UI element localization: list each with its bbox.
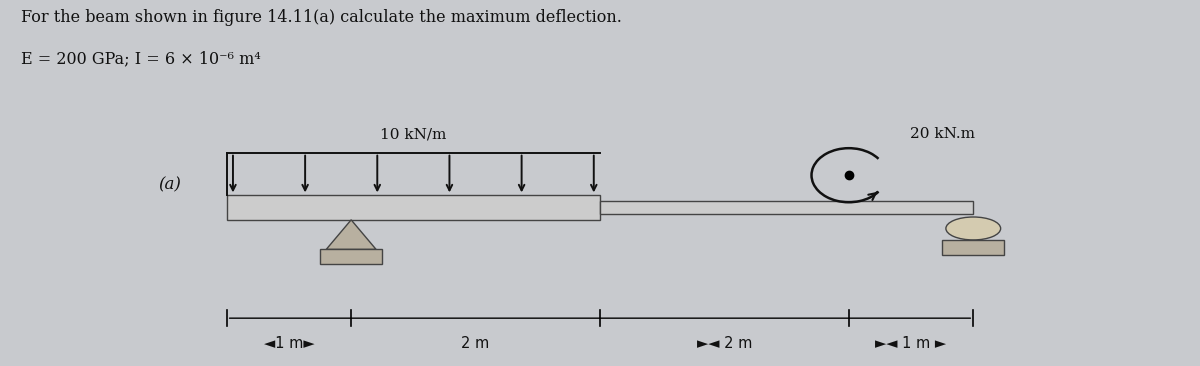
Text: ◄1 m►: ◄1 m► [264, 336, 314, 351]
Text: (a): (a) [158, 176, 181, 193]
Bar [600, 201, 973, 214]
Ellipse shape [946, 217, 1001, 240]
Text: 2 m: 2 m [462, 336, 490, 351]
Polygon shape [326, 220, 376, 249]
Bar [227, 195, 600, 220]
Text: E = 200 GPa; I = 6 × 10⁻⁶ m⁴: E = 200 GPa; I = 6 × 10⁻⁶ m⁴ [22, 50, 262, 67]
Text: 20 kN.m: 20 kN.m [910, 127, 974, 141]
Bar [942, 240, 1004, 255]
Text: 10 kN/m: 10 kN/m [380, 127, 446, 141]
Text: ►◄ 1 m ►: ►◄ 1 m ► [876, 336, 947, 351]
Text: For the beam shown in figure 14.11(a) calculate the maximum deflection.: For the beam shown in figure 14.11(a) ca… [22, 9, 623, 26]
Text: ►◄ 2 m: ►◄ 2 m [697, 336, 752, 351]
Bar [320, 249, 383, 264]
